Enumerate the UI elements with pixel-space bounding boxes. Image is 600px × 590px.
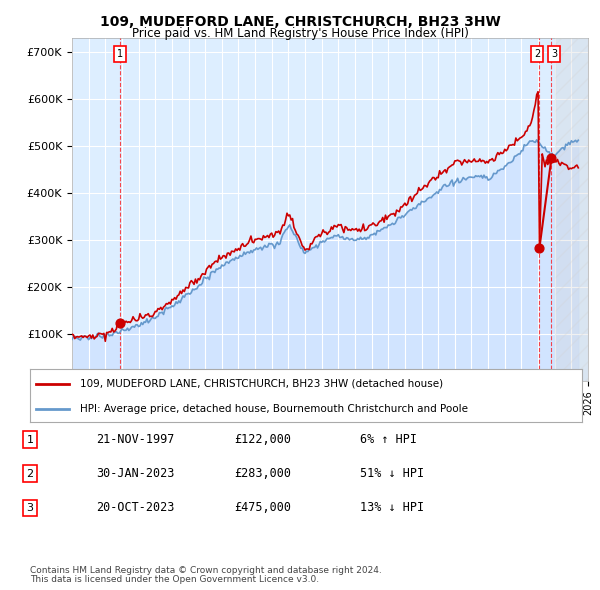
Text: £122,000: £122,000 (234, 433, 291, 446)
Text: Price paid vs. HM Land Registry's House Price Index (HPI): Price paid vs. HM Land Registry's House … (131, 27, 469, 40)
Text: £475,000: £475,000 (234, 502, 291, 514)
Text: 2: 2 (26, 469, 34, 478)
Text: 51% ↓ HPI: 51% ↓ HPI (360, 467, 424, 480)
Text: Contains HM Land Registry data © Crown copyright and database right 2024.: Contains HM Land Registry data © Crown c… (30, 566, 382, 575)
Bar (555, 38, 588, 381)
Point (547, 153, 556, 163)
Text: 6% ↑ HPI: 6% ↑ HPI (360, 433, 417, 446)
Text: 1: 1 (117, 48, 123, 58)
Text: 3: 3 (551, 48, 557, 58)
Text: This data is licensed under the Open Government Licence v3.0.: This data is licensed under the Open Gov… (30, 575, 319, 584)
Text: 2: 2 (534, 48, 540, 58)
Text: 30-JAN-2023: 30-JAN-2023 (96, 467, 175, 480)
Text: 20-OCT-2023: 20-OCT-2023 (96, 502, 175, 514)
Text: 13% ↓ HPI: 13% ↓ HPI (360, 502, 424, 514)
Text: £283,000: £283,000 (234, 467, 291, 480)
Text: 109, MUDEFORD LANE, CHRISTCHURCH, BH23 3HW: 109, MUDEFORD LANE, CHRISTCHURCH, BH23 3… (100, 15, 500, 29)
Point (115, 319, 125, 328)
Point (535, 243, 544, 253)
Text: 1: 1 (26, 435, 34, 444)
Text: 21-NOV-1997: 21-NOV-1997 (96, 433, 175, 446)
Text: 3: 3 (26, 503, 34, 513)
Text: HPI: Average price, detached house, Bournemouth Christchurch and Poole: HPI: Average price, detached house, Bour… (80, 404, 467, 414)
Text: 109, MUDEFORD LANE, CHRISTCHURCH, BH23 3HW (detached house): 109, MUDEFORD LANE, CHRISTCHURCH, BH23 3… (80, 379, 443, 389)
